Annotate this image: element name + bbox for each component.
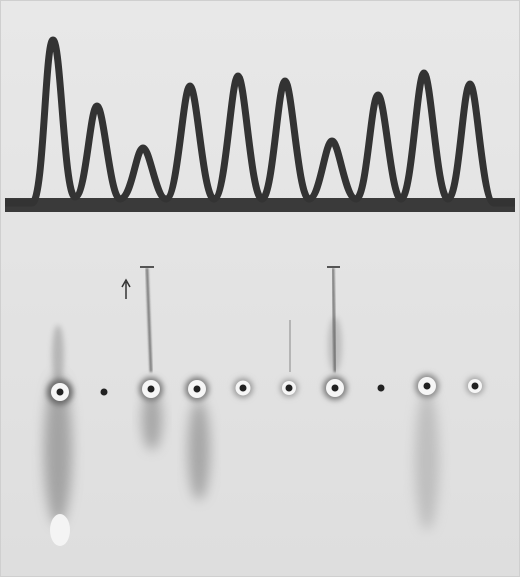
spot-center [240, 385, 247, 392]
spot-center [148, 386, 155, 393]
spot-center [194, 386, 201, 393]
spot-center [424, 383, 431, 390]
spot-center [57, 389, 64, 396]
spot-center [332, 385, 339, 392]
spot-dot [378, 385, 385, 392]
spot-dot [101, 389, 108, 396]
photograph [0, 0, 520, 577]
smear [52, 325, 64, 385]
spot-center [472, 383, 479, 390]
bright-spot [50, 514, 70, 546]
smear [188, 400, 210, 500]
smear [415, 390, 439, 530]
page [0, 0, 520, 577]
background [0, 0, 520, 577]
spot-center [286, 385, 293, 392]
